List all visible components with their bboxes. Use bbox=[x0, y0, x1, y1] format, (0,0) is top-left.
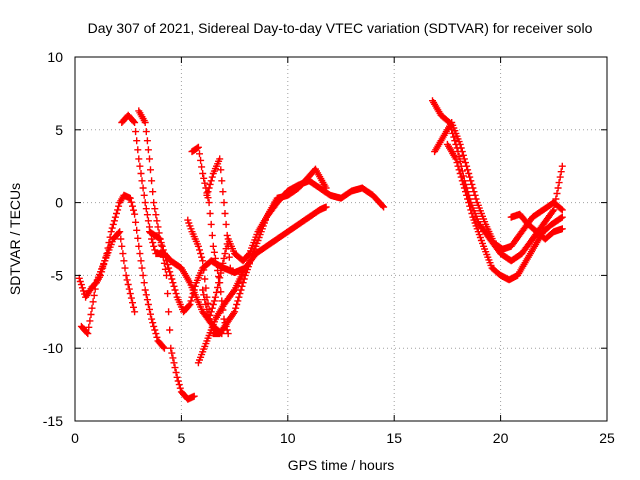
x-tick-label: 10 bbox=[280, 430, 296, 446]
y-tick-label: 5 bbox=[55, 122, 63, 138]
y-tick-label: -15 bbox=[43, 413, 63, 429]
series-track-8 bbox=[194, 203, 330, 367]
plot-frame bbox=[74, 56, 608, 422]
x-axis-label: GPS time / hours bbox=[288, 457, 395, 473]
x-tick-label: 25 bbox=[599, 430, 615, 446]
series-track-12 bbox=[431, 119, 566, 253]
series-markers bbox=[199, 165, 330, 323]
y-tick-label: -5 bbox=[51, 267, 64, 283]
x-tick-label: 15 bbox=[386, 430, 402, 446]
y-axis-label: SDTVAR / TECUs bbox=[7, 183, 23, 295]
series-markers bbox=[203, 155, 234, 272]
series-track-6 bbox=[188, 143, 232, 338]
data-points bbox=[75, 97, 566, 403]
x-tick-label: 20 bbox=[493, 430, 509, 446]
y-tick-label: 10 bbox=[47, 49, 63, 65]
series-track-13 bbox=[443, 140, 566, 284]
x-tick-label: 0 bbox=[71, 430, 79, 446]
axis-ticks: 0 5 10 15 20 25 -15 -10 -5 0 5 10 bbox=[43, 49, 615, 446]
series-markers bbox=[146, 228, 198, 403]
y-tick-label: -10 bbox=[43, 340, 63, 356]
chart-title: Day 307 of 2021, Sidereal Day-to-day VTE… bbox=[88, 20, 593, 36]
series-track-7 bbox=[199, 165, 330, 323]
series-markers bbox=[194, 203, 330, 367]
y-tick-label: 0 bbox=[55, 195, 63, 211]
series-markers bbox=[77, 228, 139, 338]
series-track-4 bbox=[146, 228, 198, 403]
series-track-10 bbox=[77, 228, 139, 338]
series-markers bbox=[431, 119, 566, 253]
x-tick-label: 5 bbox=[178, 430, 186, 446]
series-track-9 bbox=[203, 155, 234, 272]
series-track-14 bbox=[507, 210, 566, 243]
series-markers bbox=[443, 140, 566, 284]
series-markers bbox=[188, 143, 232, 338]
series-markers bbox=[507, 210, 566, 243]
